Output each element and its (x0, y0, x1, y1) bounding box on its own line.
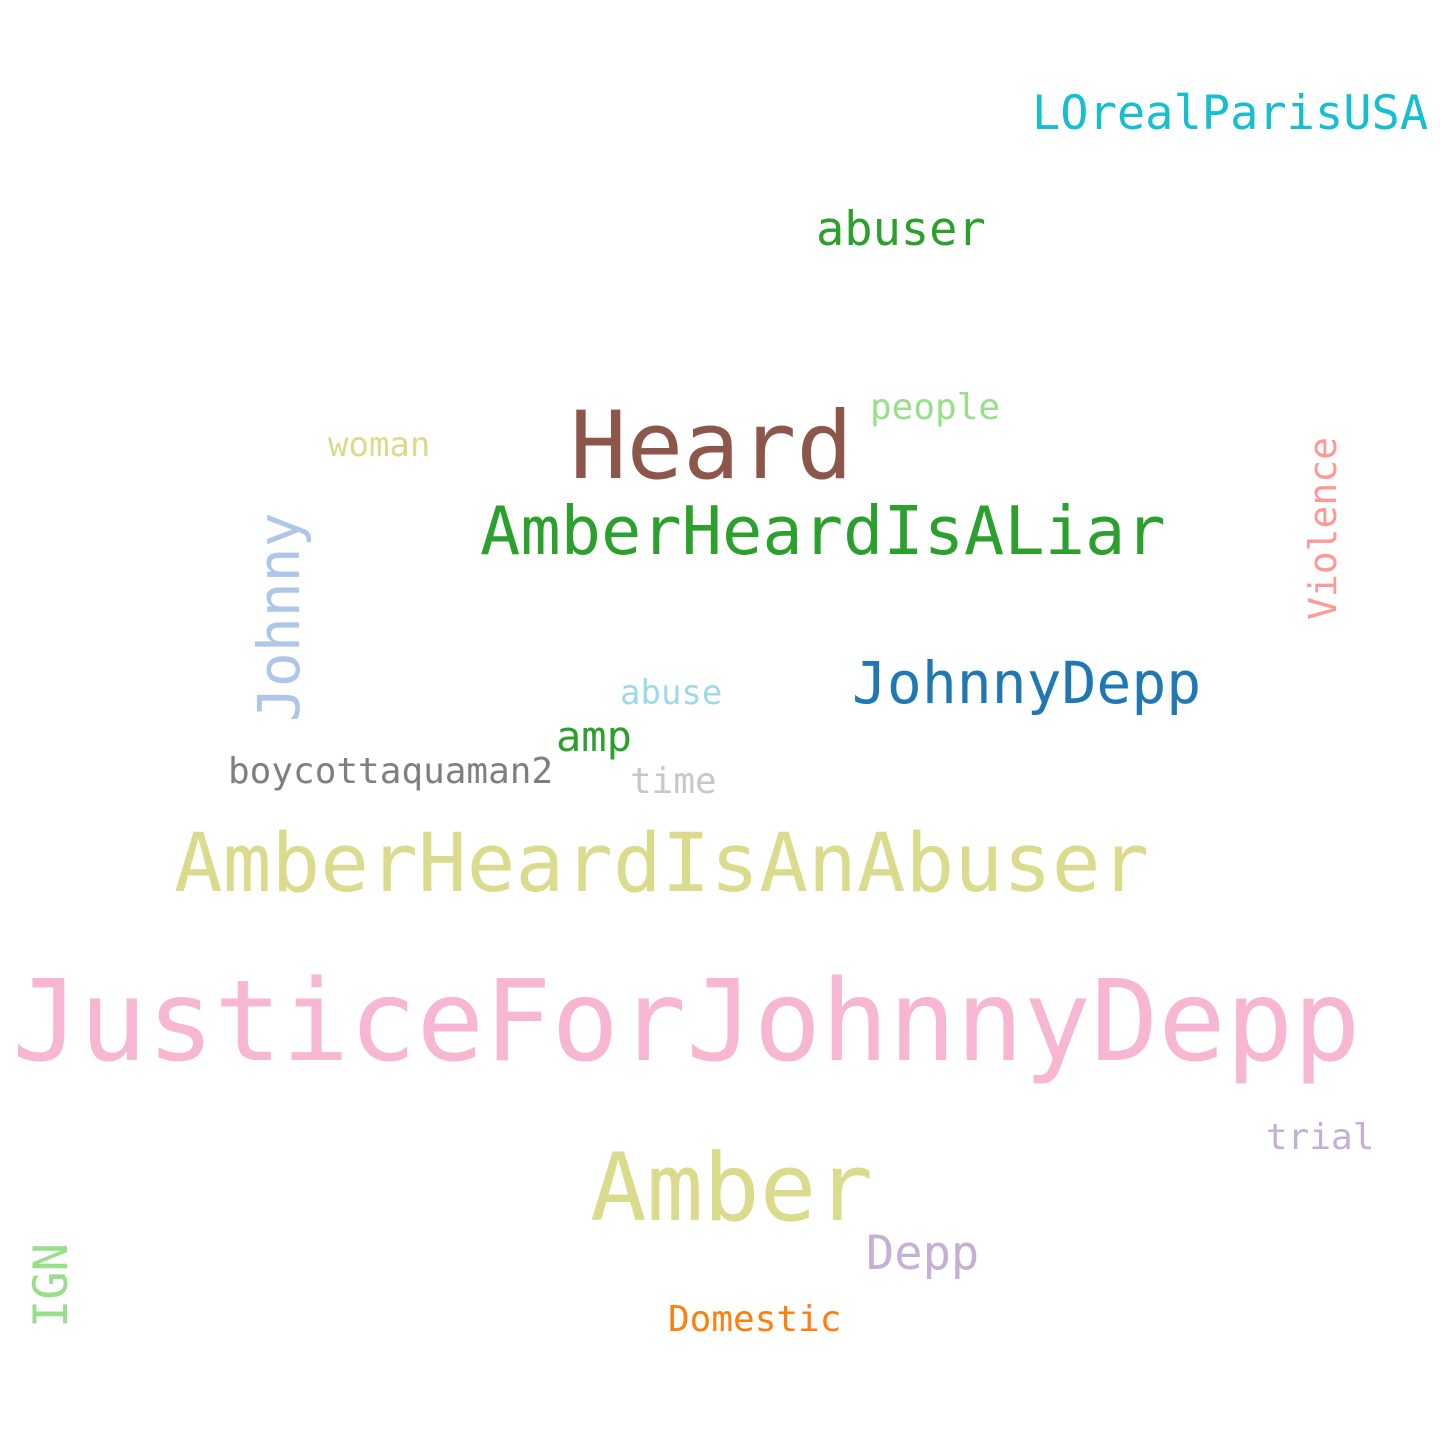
word-time: time (630, 761, 717, 802)
word-johnny: Johnny (245, 512, 313, 722)
word-heard: Heard (570, 392, 853, 501)
word-abuser: abuser (816, 202, 986, 257)
word-amberheardisanabuser: AmberHeardIsAnAbuser (174, 817, 1150, 911)
word-amberheardisaliar: AmberHeardIsALiar (480, 492, 1166, 570)
word-justiceforjohnnydepp: JusticeForJohnnyDepp (12, 957, 1361, 1087)
word-abuse: abuse (620, 673, 723, 713)
word-trial: trial (1266, 1117, 1375, 1158)
word-woman: woman (328, 425, 431, 465)
word-depp: Depp (866, 1226, 980, 1281)
word-domestic: Domestic (668, 1299, 842, 1340)
word-boycottaquaman2: boycottaquaman2 (228, 751, 554, 792)
word-violence: Violence (1301, 436, 1345, 620)
word-amber: Amber (590, 1134, 873, 1243)
word-amp: amp (556, 712, 632, 761)
word-lorealparisusa: LOrealParisUSA (1032, 86, 1429, 141)
word-ign: IGN (24, 1243, 79, 1328)
word-johnnydepp: JohnnyDepp (852, 649, 1202, 717)
word-people: people (870, 387, 1001, 428)
